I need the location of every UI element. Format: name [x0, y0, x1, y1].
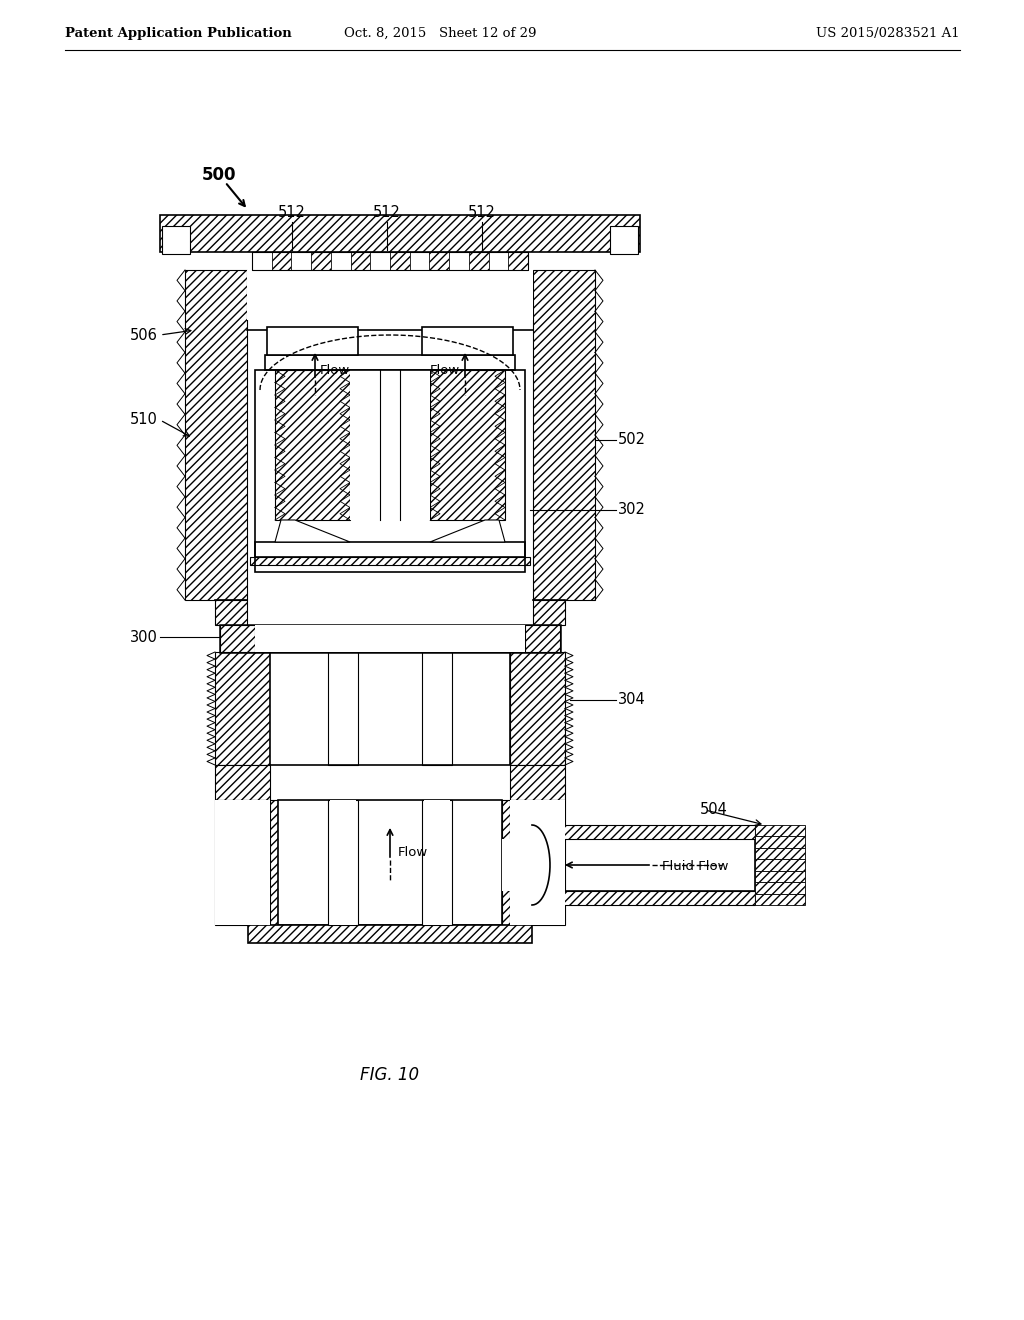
- Bar: [525, 624, 560, 652]
- Bar: [371, 252, 390, 271]
- Bar: [755, 859, 805, 871]
- Bar: [278, 800, 502, 925]
- Bar: [162, 226, 190, 253]
- Bar: [532, 840, 755, 891]
- Bar: [755, 825, 805, 837]
- Bar: [422, 800, 452, 925]
- Bar: [270, 652, 510, 766]
- Bar: [350, 370, 430, 520]
- Bar: [215, 601, 247, 624]
- Bar: [215, 766, 270, 800]
- Bar: [505, 370, 525, 572]
- Bar: [755, 882, 805, 894]
- Bar: [424, 800, 450, 925]
- Bar: [311, 252, 331, 271]
- Bar: [755, 871, 805, 882]
- Bar: [430, 370, 505, 520]
- Bar: [328, 652, 358, 766]
- Bar: [510, 652, 565, 766]
- Bar: [250, 557, 530, 565]
- Text: 502: 502: [618, 433, 646, 447]
- Bar: [255, 543, 525, 557]
- Bar: [275, 370, 350, 520]
- Bar: [220, 624, 255, 652]
- Bar: [390, 252, 410, 271]
- Bar: [160, 215, 640, 252]
- Bar: [247, 271, 534, 319]
- Bar: [502, 840, 532, 891]
- Bar: [532, 891, 755, 906]
- Text: 300: 300: [130, 630, 158, 644]
- Text: 500: 500: [202, 166, 237, 183]
- Bar: [248, 800, 278, 925]
- Bar: [469, 252, 488, 271]
- Bar: [610, 226, 638, 253]
- Bar: [271, 252, 292, 271]
- Text: 512: 512: [373, 205, 401, 220]
- Bar: [252, 252, 271, 271]
- Bar: [429, 252, 450, 271]
- Text: 512: 512: [468, 205, 496, 220]
- Text: Flow: Flow: [319, 363, 350, 376]
- Bar: [755, 894, 805, 906]
- Bar: [185, 271, 247, 601]
- Text: 512: 512: [279, 205, 306, 220]
- Bar: [252, 252, 528, 271]
- Bar: [510, 800, 565, 925]
- Polygon shape: [430, 520, 505, 543]
- Bar: [270, 652, 510, 766]
- Text: 304: 304: [618, 693, 646, 708]
- Bar: [330, 800, 356, 925]
- Bar: [292, 252, 311, 271]
- Bar: [488, 252, 508, 271]
- Bar: [255, 624, 525, 652]
- Bar: [422, 327, 513, 355]
- Bar: [508, 252, 528, 271]
- Bar: [215, 652, 270, 766]
- Bar: [510, 766, 565, 800]
- Bar: [350, 252, 371, 271]
- Bar: [248, 925, 532, 942]
- Bar: [534, 601, 565, 624]
- Bar: [220, 624, 560, 652]
- Bar: [328, 800, 358, 925]
- Bar: [755, 837, 805, 847]
- Text: Patent Application Publication: Patent Application Publication: [65, 26, 292, 40]
- Polygon shape: [275, 520, 350, 543]
- Text: 510: 510: [130, 412, 158, 428]
- Bar: [534, 271, 595, 601]
- Bar: [265, 355, 515, 370]
- Text: Flow: Flow: [398, 846, 428, 859]
- Bar: [267, 327, 358, 355]
- Bar: [215, 800, 270, 925]
- Bar: [422, 652, 452, 766]
- Bar: [215, 800, 270, 925]
- Bar: [510, 800, 565, 925]
- Text: Oct. 8, 2015   Sheet 12 of 29: Oct. 8, 2015 Sheet 12 of 29: [344, 26, 537, 40]
- Bar: [532, 825, 755, 840]
- Bar: [331, 252, 350, 271]
- Bar: [255, 370, 275, 572]
- Bar: [450, 252, 469, 271]
- Text: 506: 506: [130, 327, 158, 342]
- Text: FIG. 10: FIG. 10: [360, 1067, 420, 1084]
- Text: 302: 302: [618, 503, 646, 517]
- Bar: [755, 847, 805, 859]
- Text: US 2015/0283521 A1: US 2015/0283521 A1: [816, 26, 961, 40]
- Text: Fluid Flow: Fluid Flow: [662, 861, 728, 873]
- Bar: [410, 252, 429, 271]
- Text: 504: 504: [700, 803, 728, 817]
- Bar: [502, 800, 532, 925]
- Bar: [255, 370, 525, 572]
- Bar: [247, 271, 534, 601]
- Text: Flow: Flow: [430, 363, 460, 376]
